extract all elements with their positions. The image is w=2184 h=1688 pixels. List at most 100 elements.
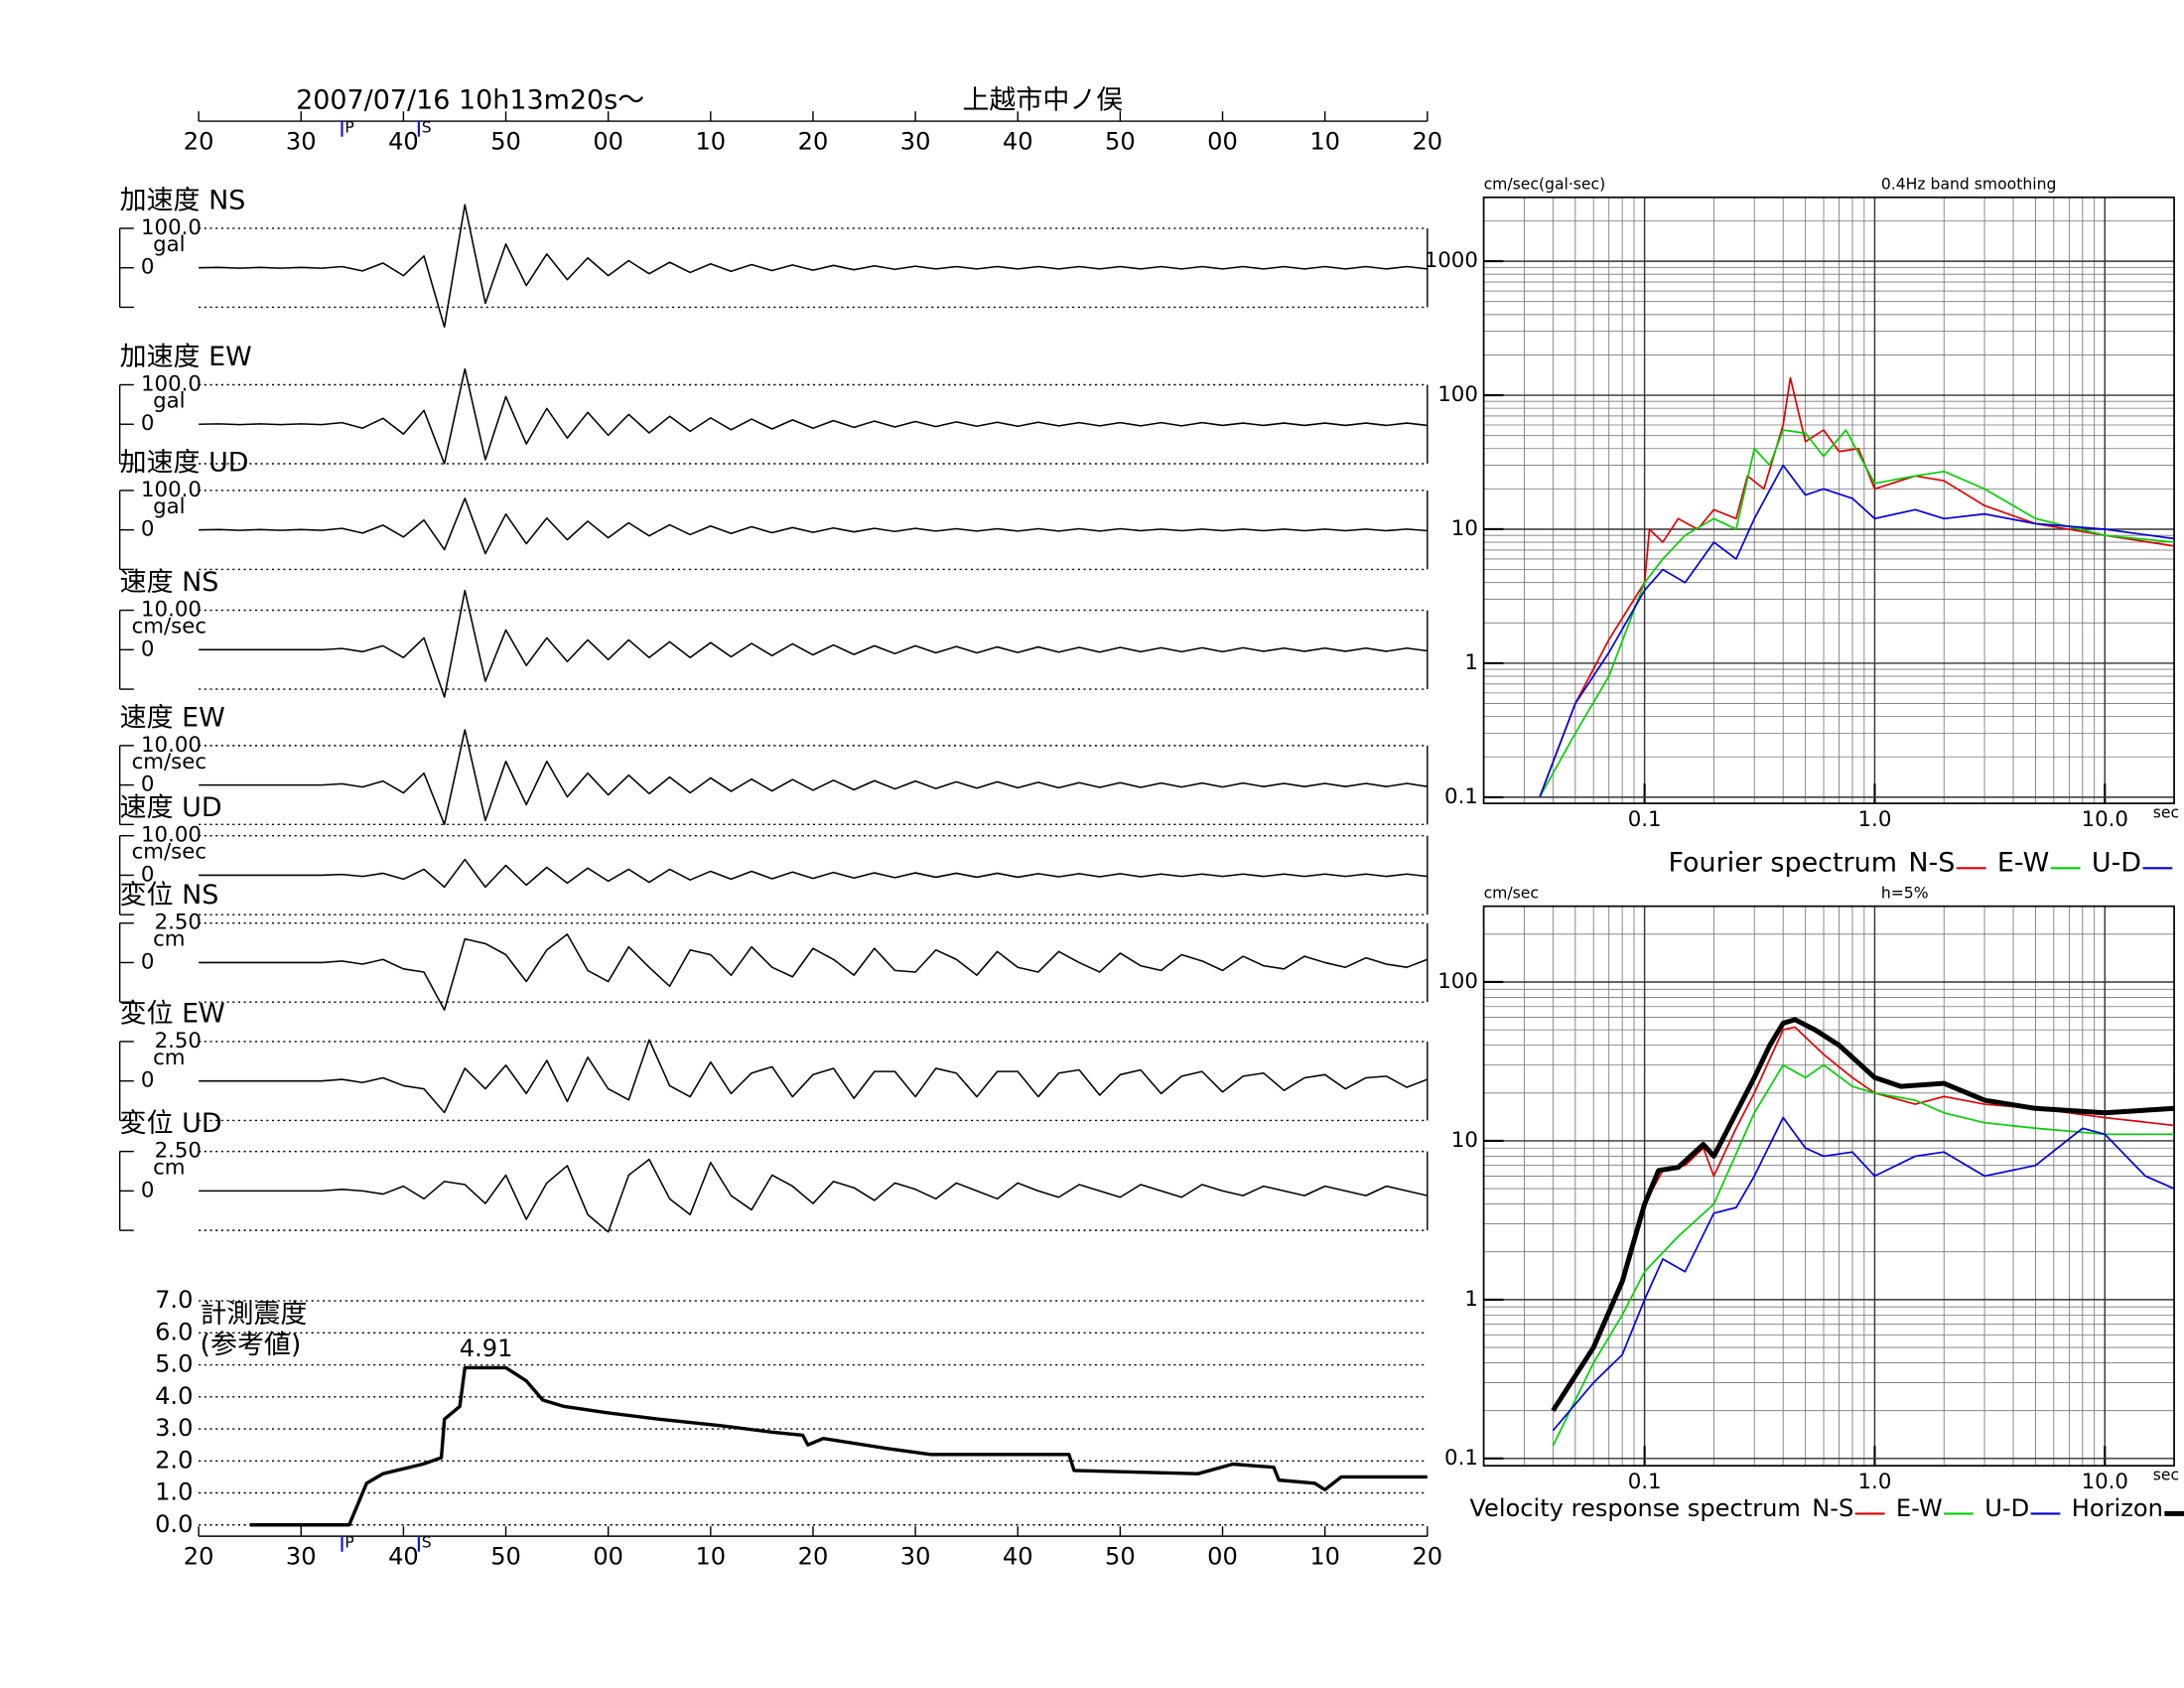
x-tick-label: 50 <box>490 1542 521 1570</box>
x-tick-label: 10.0 <box>2082 807 2128 832</box>
x-tick-label: 40 <box>1003 1542 1033 1570</box>
y-tick-label: 0.1 <box>1444 784 1478 809</box>
y-tick-label: 7.0 <box>155 1286 193 1314</box>
unit-label: cm <box>153 1046 185 1070</box>
zero-label: 0 <box>141 1178 155 1202</box>
legend-label: N-S <box>1908 848 1955 879</box>
zero-label: 0 <box>141 1068 155 1093</box>
page: 2007/07/16 10h13m20s〜 上越市中ノ俣 20304050001… <box>0 0 2184 1688</box>
chart-title: 2007/07/16 10h13m20s〜 <box>296 85 644 116</box>
y-axis-label: cm/sec(gal·sec) <box>1484 175 1606 193</box>
y-tick-label: 1.0 <box>155 1478 193 1506</box>
legend-label: E-W <box>1997 848 2049 879</box>
legend-label: Horizon <box>2072 1494 2163 1522</box>
x-tick-label: 20 <box>184 127 214 155</box>
zero-label: 0 <box>141 411 155 436</box>
legend-label: E-W <box>1896 1494 1943 1522</box>
x-tick-label: 1.0 <box>1858 807 1892 832</box>
unit-label: gal <box>153 232 185 257</box>
x-tick-label: 50 <box>490 127 521 155</box>
unit-label: cm/sec <box>132 615 206 639</box>
phase-label: S <box>422 1534 432 1552</box>
x-tick-label: 10 <box>695 127 726 155</box>
x-tick-label: 20 <box>798 1542 829 1570</box>
panel-title: 変位 UD <box>120 1108 222 1139</box>
x-tick-label: 40 <box>1003 127 1033 155</box>
x-tick-label: 10 <box>1309 1542 1340 1570</box>
chart-title: 計測震度 <box>201 1299 308 1330</box>
y-tick-label: 2.0 <box>155 1446 193 1474</box>
panel-title: 速度 UD <box>120 792 222 823</box>
legend-label: U-D <box>2092 848 2141 879</box>
x-tick-label: 1.0 <box>1858 1470 1892 1494</box>
x-tick-label: 00 <box>593 1542 623 1570</box>
x-tick-label: 50 <box>1105 1542 1136 1570</box>
x-tick-label: 30 <box>286 1542 317 1570</box>
x-tick-label: 20 <box>1412 1542 1442 1570</box>
y-tick-label: 3.0 <box>155 1414 193 1442</box>
x-tick-label: 0.1 <box>1628 1470 1662 1494</box>
y-tick-label: 100 <box>1437 969 1478 994</box>
chart: 2007/07/16 10h13m20s〜 上越市中ノ俣 20304050001… <box>0 0 2184 1688</box>
panel-title: 加速度 NS <box>120 185 246 215</box>
y-tick-label: 10 <box>1451 516 1478 541</box>
legend-label: N-S <box>1812 1494 1853 1522</box>
unit-label: gal <box>153 494 185 519</box>
y-tick-label: 10 <box>1451 1128 1478 1153</box>
x-tick-label: 20 <box>798 127 829 155</box>
panel-title: 加速度 UD <box>120 447 249 478</box>
x-tick-label: 10.0 <box>2082 1470 2128 1494</box>
x-tick-label: 00 <box>593 127 623 155</box>
y-tick-label: 1000 <box>1425 248 1478 273</box>
x-tick-label: 10 <box>1309 127 1340 155</box>
zero-label: 0 <box>141 636 155 661</box>
phase-label: P <box>344 119 353 137</box>
note: h=5% <box>1881 884 1929 902</box>
chart-subtitle: (参考値) <box>201 1330 302 1360</box>
panel-title: 速度 NS <box>120 567 219 598</box>
unit-label: cm <box>153 1156 185 1181</box>
y-tick-label: 0.1 <box>1444 1446 1478 1471</box>
unit-label: cm/sec <box>132 840 206 865</box>
panel-title: 速度 EW <box>120 702 225 733</box>
legend-label: U-D <box>1984 1494 2029 1522</box>
y-tick-label: 0.0 <box>155 1510 193 1538</box>
x-tick-label: 40 <box>388 127 419 155</box>
y-tick-label: 6.0 <box>155 1318 193 1345</box>
x-axis-label: sec <box>2153 803 2179 821</box>
phase-label: S <box>422 119 432 137</box>
zero-label: 0 <box>141 517 155 542</box>
unit-label: gal <box>153 389 185 414</box>
panel-title: 変位 EW <box>120 998 225 1029</box>
phase-label: P <box>344 1534 353 1552</box>
zero-label: 0 <box>141 255 155 280</box>
x-tick-label: 20 <box>184 1542 214 1570</box>
peak-label: 4.91 <box>460 1335 513 1362</box>
legend-title: Fourier spectrum <box>1669 848 1897 879</box>
background <box>0 0 2184 1688</box>
x-tick-label: 20 <box>1412 127 1442 155</box>
y-axis-label: cm/sec <box>1484 884 1539 902</box>
station-name: 上越市中ノ俣 <box>962 85 1123 116</box>
y-tick-label: 1 <box>1464 1287 1478 1312</box>
x-tick-label: 30 <box>900 127 931 155</box>
panel-title: 変位 NS <box>120 880 219 911</box>
x-tick-label: 00 <box>1207 127 1238 155</box>
y-tick-label: 100 <box>1437 382 1478 407</box>
x-tick-label: 50 <box>1105 127 1136 155</box>
x-tick-label: 40 <box>388 1542 419 1570</box>
x-tick-label: 00 <box>1207 1542 1238 1570</box>
x-tick-label: 30 <box>900 1542 931 1570</box>
x-tick-label: 30 <box>286 127 317 155</box>
zero-label: 0 <box>141 949 155 974</box>
x-axis-label: sec <box>2153 1467 2179 1484</box>
x-tick-label: 0.1 <box>1628 807 1662 832</box>
panel-title: 加速度 EW <box>120 342 252 372</box>
legend-title: Velocity response spectrum <box>1469 1494 1801 1522</box>
y-tick-label: 1 <box>1464 650 1478 675</box>
x-tick-label: 10 <box>695 1542 726 1570</box>
unit-label: cm <box>153 927 185 952</box>
y-tick-label: 5.0 <box>155 1350 193 1378</box>
note: 0.4Hz band smoothing <box>1881 175 2057 193</box>
y-tick-label: 4.0 <box>155 1382 193 1410</box>
